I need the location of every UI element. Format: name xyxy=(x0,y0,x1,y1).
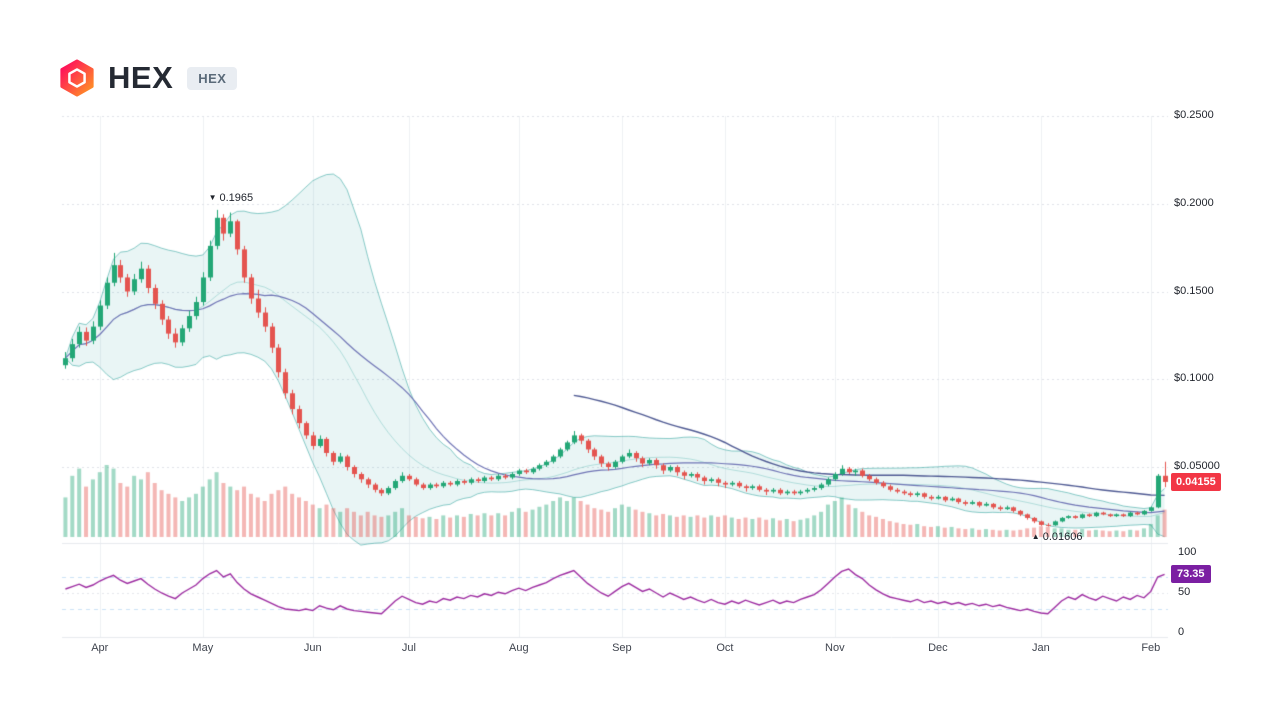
high-annotation: ▼ 0.1965 xyxy=(209,192,254,204)
high-value: 0.1965 xyxy=(219,191,254,204)
low-value: 0.01606 xyxy=(1042,530,1083,543)
low-annotation: ▲ 0.01606 xyxy=(1032,531,1083,543)
high-marker-icon: ▼ xyxy=(208,192,217,202)
header: HEX HEX xyxy=(58,59,238,97)
hex-logo-icon xyxy=(58,59,96,97)
page-title: HEX xyxy=(108,60,174,95)
last-price-badge: 0.04155 xyxy=(1171,472,1221,491)
ticker-badge: HEX xyxy=(187,66,238,90)
low-marker-icon: ▲ xyxy=(1031,531,1040,541)
rsi-value-badge: 73.35 xyxy=(1171,565,1211,584)
